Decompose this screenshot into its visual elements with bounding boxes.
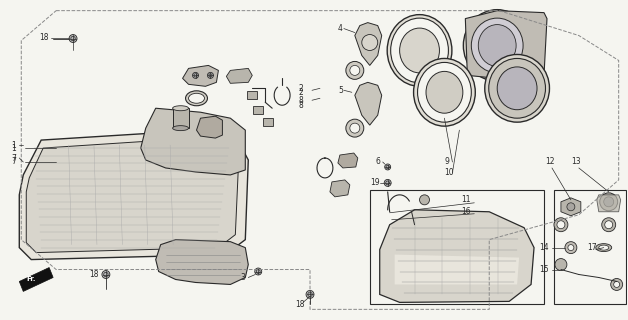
Ellipse shape	[463, 10, 531, 81]
Circle shape	[557, 221, 565, 229]
Polygon shape	[26, 138, 239, 252]
Circle shape	[565, 242, 577, 253]
Ellipse shape	[497, 67, 537, 110]
Ellipse shape	[173, 106, 188, 111]
Polygon shape	[394, 255, 519, 284]
Circle shape	[384, 180, 391, 186]
Circle shape	[346, 119, 364, 137]
Circle shape	[350, 123, 360, 133]
Circle shape	[102, 270, 110, 278]
Text: 11: 11	[462, 195, 471, 204]
Ellipse shape	[399, 28, 440, 73]
Circle shape	[420, 195, 430, 205]
Text: 19: 19	[370, 179, 379, 188]
Text: 9: 9	[445, 157, 449, 166]
Text: 16: 16	[462, 207, 471, 216]
Circle shape	[346, 61, 364, 79]
Circle shape	[207, 72, 214, 78]
Polygon shape	[226, 68, 252, 83]
Bar	[247, 91, 257, 99]
Polygon shape	[19, 268, 53, 292]
Ellipse shape	[173, 126, 188, 131]
Polygon shape	[338, 153, 358, 168]
Circle shape	[567, 203, 575, 211]
Ellipse shape	[485, 54, 550, 122]
Text: 3: 3	[241, 273, 245, 282]
Polygon shape	[156, 240, 248, 284]
Circle shape	[193, 72, 198, 78]
Ellipse shape	[472, 18, 523, 73]
Ellipse shape	[414, 59, 475, 126]
Circle shape	[602, 218, 615, 232]
Bar	[253, 106, 263, 114]
Text: 18: 18	[295, 300, 305, 309]
Ellipse shape	[418, 62, 472, 122]
Text: 4: 4	[338, 24, 343, 33]
Polygon shape	[355, 23, 382, 65]
Circle shape	[255, 268, 262, 275]
Text: 14: 14	[539, 243, 549, 252]
Ellipse shape	[596, 244, 612, 252]
Ellipse shape	[467, 14, 527, 77]
Polygon shape	[173, 108, 188, 128]
Polygon shape	[330, 180, 350, 197]
Bar	[554, 190, 625, 304]
Ellipse shape	[391, 18, 448, 83]
Ellipse shape	[188, 93, 205, 103]
Polygon shape	[183, 65, 219, 86]
Ellipse shape	[489, 59, 546, 118]
Text: 2: 2	[298, 88, 303, 97]
Ellipse shape	[598, 245, 609, 250]
Text: 12: 12	[545, 157, 555, 166]
Polygon shape	[561, 198, 581, 216]
Ellipse shape	[185, 91, 207, 106]
Text: 5: 5	[338, 86, 343, 95]
Polygon shape	[141, 108, 246, 175]
Text: 1: 1	[11, 144, 16, 153]
Circle shape	[555, 259, 567, 270]
Circle shape	[605, 221, 613, 229]
Text: 6: 6	[376, 157, 381, 166]
Text: 13: 13	[571, 157, 580, 166]
Text: 7: 7	[11, 157, 16, 166]
Ellipse shape	[426, 71, 463, 113]
Ellipse shape	[387, 15, 452, 86]
Polygon shape	[465, 11, 547, 82]
Circle shape	[69, 35, 77, 43]
Circle shape	[554, 218, 568, 232]
Circle shape	[306, 291, 314, 298]
Text: 17: 17	[587, 243, 597, 252]
Circle shape	[600, 193, 618, 211]
Bar	[263, 118, 273, 126]
Circle shape	[568, 244, 574, 251]
Polygon shape	[380, 210, 534, 302]
Polygon shape	[597, 195, 620, 212]
Circle shape	[610, 278, 622, 291]
Text: 10: 10	[445, 168, 454, 178]
Text: 15: 15	[539, 265, 549, 274]
Circle shape	[604, 197, 614, 207]
Text: 8: 8	[298, 96, 303, 105]
Text: 1: 1	[11, 140, 16, 149]
Text: Fr.: Fr.	[26, 276, 36, 283]
Circle shape	[350, 65, 360, 76]
Circle shape	[385, 164, 391, 170]
Polygon shape	[19, 130, 248, 260]
Polygon shape	[355, 82, 382, 125]
Bar	[370, 190, 544, 304]
Circle shape	[362, 35, 377, 51]
Polygon shape	[197, 116, 222, 138]
Text: 7: 7	[11, 154, 16, 163]
Text: 2: 2	[298, 84, 303, 93]
Text: 8: 8	[298, 101, 303, 110]
Circle shape	[614, 282, 620, 287]
Text: 18: 18	[39, 33, 49, 42]
Ellipse shape	[479, 25, 516, 67]
Text: 18: 18	[89, 270, 99, 279]
